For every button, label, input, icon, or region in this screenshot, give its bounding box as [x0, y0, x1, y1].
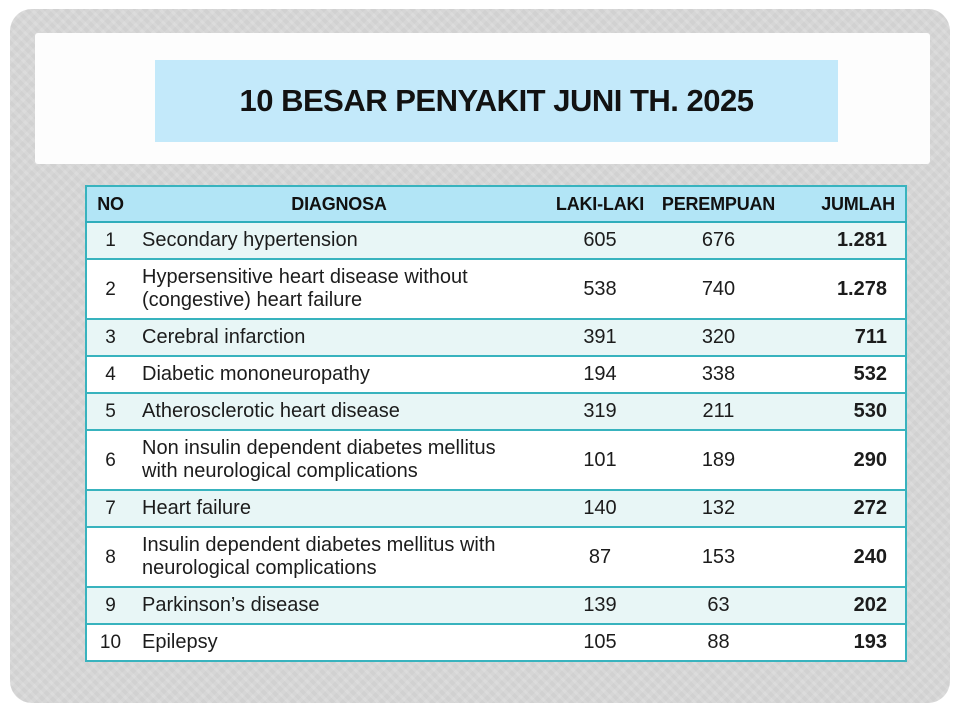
title-strip: 10 BESAR PENYAKIT JUNI TH. 2025 [35, 33, 930, 164]
laki-laki-cell: 391 [583, 326, 617, 348]
perempuan-cell: 676 [701, 229, 736, 251]
table-row: 3 Cerebral infarction 391 320 711 [86, 319, 906, 356]
laki-laki-cell: 139 [583, 594, 617, 616]
perempuan-cell: 63 [707, 594, 730, 616]
disease-table: NO DIAGNOSA LAKI-LAKI PEREMPUAN JUMLAH 1… [85, 185, 907, 662]
table-row: 2 Hypersensitive heart disease without (… [86, 259, 906, 319]
perempuan-cell: 211 [702, 400, 735, 422]
diagnosa-cell: Epilepsy [142, 631, 218, 653]
laki-laki-cell: 319 [583, 400, 617, 422]
laki-laki-cell: 140 [583, 497, 617, 519]
table-row: 8 Insulin dependent diabetes mellitus wi… [86, 527, 906, 587]
row-number-cell: 8 [105, 546, 116, 568]
jumlah-cell: 240 [853, 545, 887, 568]
perempuan-cell: 132 [701, 497, 736, 519]
perempuan-cell: 153 [701, 545, 736, 568]
diagnosa-cell: Insulin dependent diabetes mellitus with… [142, 534, 496, 579]
header-laki-laki: LAKI-LAKI [544, 186, 656, 222]
header-diagnosa: DIAGNOSA [134, 186, 544, 222]
slide-title: 10 BESAR PENYAKIT JUNI TH. 2025 [239, 83, 754, 118]
row-number-cell: 4 [105, 364, 116, 385]
diagnosa-cell: Heart failure [142, 497, 251, 519]
table-row: 1 Secondary hypertension 605 676 1.281 [86, 222, 906, 259]
jumlah-cell: 272 [853, 497, 887, 519]
diagnosa-cell: Hypersensitive heart disease without (co… [142, 266, 468, 311]
perempuan-cell: 320 [701, 326, 736, 348]
header-jumlah: JUMLAH [781, 186, 906, 222]
row-number-cell: 3 [105, 327, 116, 348]
table-row: 5 Atherosclerotic heart disease 319 211 … [86, 393, 906, 430]
header-no: NO [86, 186, 134, 222]
table-row: 7 Heart failure 140 132 272 [86, 490, 906, 527]
table-row: 9 Parkinson’s disease 139 63 202 [86, 587, 906, 624]
laki-laki-cell: 101 [583, 448, 617, 471]
diagnosa-cell: Secondary hypertension [142, 229, 358, 251]
laki-laki-cell: 87 [588, 545, 612, 568]
table-row: 4 Diabetic mononeuropathy 194 338 532 [86, 356, 906, 393]
row-number-cell: 6 [105, 449, 116, 471]
jumlah-cell: 1.281 [836, 229, 887, 251]
diagnosa-cell: Cerebral infarction [142, 326, 306, 348]
laki-laki-cell: 605 [583, 229, 617, 251]
jumlah-cell: 532 [853, 363, 887, 385]
table-row: 6 Non insulin dependent diabetes mellitu… [86, 430, 906, 490]
perempuan-cell: 740 [701, 277, 736, 300]
header-perempuan: PEREMPUAN [656, 186, 781, 222]
perempuan-cell: 88 [707, 631, 730, 653]
laki-laki-cell: 194 [583, 363, 617, 385]
jumlah-cell: 530 [853, 400, 887, 422]
row-number-cell: 7 [105, 498, 116, 519]
jumlah-cell: 1.278 [836, 277, 887, 300]
jumlah-cell: 290 [853, 448, 887, 471]
diagnosa-cell: Non insulin dependent diabetes mellitus … [142, 437, 496, 482]
row-number-cell: 1 [105, 230, 116, 251]
slide-background: 10 BESAR PENYAKIT JUNI TH. 2025 NO DIAGN… [10, 9, 950, 703]
table-row: 10 Epilepsy 105 88 193 [86, 624, 906, 661]
perempuan-cell: 189 [701, 448, 736, 471]
diagnosa-cell: Parkinson’s disease [142, 594, 320, 616]
laki-laki-cell: 538 [583, 277, 617, 300]
title-box: 10 BESAR PENYAKIT JUNI TH. 2025 [155, 60, 838, 142]
row-number-cell: 2 [105, 278, 116, 300]
jumlah-cell: 193 [853, 631, 887, 653]
table-header-row: NO DIAGNOSA LAKI-LAKI PEREMPUAN JUMLAH [86, 186, 906, 222]
row-number-cell: 10 [99, 632, 122, 653]
jumlah-cell: 202 [853, 594, 887, 616]
diagnosa-cell: Diabetic mononeuropathy [142, 363, 370, 385]
diagnosa-cell: Atherosclerotic heart disease [142, 400, 400, 422]
laki-laki-cell: 105 [583, 631, 617, 653]
perempuan-cell: 338 [701, 363, 736, 385]
row-number-cell: 9 [105, 595, 116, 616]
jumlah-cell: 711 [854, 326, 887, 348]
row-number-cell: 5 [105, 401, 116, 422]
